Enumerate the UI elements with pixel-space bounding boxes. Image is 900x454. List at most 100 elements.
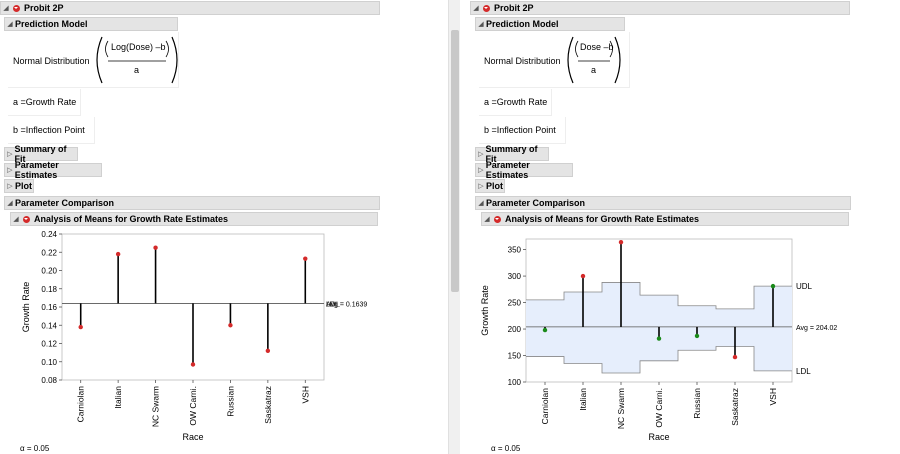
anom-header[interactable]: ◢ Analysis of Means for Growth Rate Esti… (10, 212, 378, 226)
red-menu-icon[interactable] (21, 214, 31, 224)
vertical-scrollbar[interactable] (448, 0, 461, 454)
y-tick-label: 300 (508, 272, 522, 281)
section-label: Parameter Comparison (486, 198, 586, 208)
red-menu-icon[interactable] (492, 214, 502, 224)
x-tick-label: Italian (578, 388, 588, 411)
section-label: Plot (15, 181, 32, 191)
collapse-triangle-icon[interactable]: ◢ (7, 21, 13, 28)
y-tick-label: 0.14 (41, 321, 57, 330)
point-nc-swarm (618, 239, 624, 245)
point-ow-carni- (656, 336, 662, 341)
y-tick-label: 0.22 (41, 248, 57, 257)
udl-label: UDL (796, 282, 813, 291)
formula-graphic (96, 36, 178, 84)
udl-label: UDL (326, 301, 340, 308)
b-definition: b =Inflection Point (484, 125, 556, 135)
b-definition: b =Inflection Point (13, 125, 85, 135)
scrollbar-thumb[interactable] (451, 30, 459, 292)
a-definition: a =Growth Rate (13, 97, 77, 107)
expand-triangle-icon[interactable]: ▷ (478, 183, 484, 190)
avg-label: Avg = 0.1639 (326, 301, 367, 308)
ldl-line (526, 346, 792, 374)
expand-triangle-icon[interactable]: ▷ (478, 151, 484, 158)
ldl-label: LDL (796, 367, 811, 376)
avg-label: Avg = 204.02 (796, 325, 837, 332)
y-tick-label: 0.10 (41, 358, 57, 367)
collapse-triangle-icon[interactable]: ◢ (484, 216, 490, 223)
right-report-pane: ◢ Probit 2P ◢ Prediction Model Normal Di… (460, 0, 900, 454)
y-tick-label: 0.12 (41, 340, 57, 349)
x-tick-label: Russian (692, 388, 702, 419)
b-definition-box: b =Inflection Point (8, 117, 95, 144)
collapse-triangle-icon[interactable]: ◢ (478, 200, 484, 207)
parameter-estimates-header[interactable]: ▷ Parameter Estimates (475, 160, 573, 180)
report-title-bar[interactable]: ◢ Probit 2P (470, 1, 850, 15)
plot-header[interactable]: ▷ Plot (4, 179, 34, 193)
y-tick-label: 0.24 (41, 230, 57, 239)
y-axis-title: Growth Rate (480, 285, 490, 336)
parameter-estimates-header[interactable]: ▷ Parameter Estimates (4, 160, 102, 180)
formula-denominator: a (134, 65, 140, 75)
x-tick-label: Russian (225, 386, 235, 417)
section-label: Plot (486, 181, 503, 191)
udl-line (526, 282, 792, 310)
section-label: Prediction Model (486, 19, 559, 29)
b-definition-box: b =Inflection Point (479, 117, 566, 144)
y-tick-label: 0.20 (41, 267, 57, 276)
point-carniolan (78, 324, 83, 330)
summary-of-fit-header[interactable]: ▷ Summary of Fit (475, 144, 549, 164)
x-axis-title: Race (648, 432, 669, 442)
red-menu-icon[interactable] (481, 3, 491, 13)
prediction-model-header[interactable]: ◢ Prediction Model (475, 17, 625, 31)
point-russian (228, 323, 233, 328)
report-title: Probit 2P (24, 3, 64, 13)
expand-triangle-icon[interactable]: ▷ (478, 167, 484, 174)
x-tick-label: Carniolan (76, 386, 86, 423)
prediction-model-header[interactable]: ◢ Prediction Model (4, 17, 178, 31)
report-title-bar[interactable]: ◢ Probit 2P (0, 1, 380, 15)
collapse-triangle-icon[interactable]: ◢ (13, 216, 19, 223)
point-saskatraz (732, 354, 738, 360)
y-tick-label: 100 (508, 378, 522, 387)
a-definition: a =Growth Rate (484, 97, 548, 107)
parameter-comparison-header[interactable]: ◢ Parameter Comparison (475, 196, 851, 210)
expand-triangle-icon[interactable]: ▷ (7, 151, 13, 158)
a-definition-box: a =Growth Rate (479, 89, 552, 116)
summary-of-fit-header[interactable]: ▷ Summary of Fit (4, 144, 78, 164)
red-menu-icon[interactable] (11, 3, 21, 13)
y-tick-label: 150 (508, 352, 522, 361)
distribution-label: Normal Distribution (484, 56, 561, 66)
y-tick-label: 200 (508, 325, 522, 334)
x-tick-label: VSH (768, 388, 778, 405)
collapse-triangle-icon[interactable]: ◢ (473, 5, 479, 12)
point-ow-carni- (190, 362, 196, 367)
anom-header[interactable]: ◢ Analysis of Means for Growth Rate Esti… (481, 212, 849, 226)
collapse-triangle-icon[interactable]: ◢ (3, 5, 9, 12)
distribution-label: Normal Distribution (13, 56, 90, 66)
formula-denominator: a (591, 65, 597, 75)
x-tick-label: OW Carni. (654, 388, 664, 428)
section-label: Parameter Comparison (15, 198, 115, 208)
collapse-triangle-icon[interactable]: ◢ (478, 21, 484, 28)
collapse-triangle-icon[interactable]: ◢ (7, 200, 13, 207)
plot-header[interactable]: ▷ Plot (475, 179, 505, 193)
parameter-comparison-header[interactable]: ◢ Parameter Comparison (4, 196, 380, 210)
x-tick-label: OW Carni. (188, 386, 198, 426)
formula-graphic (567, 36, 621, 84)
point-nc-swarm (153, 245, 158, 250)
x-tick-label: VSH (300, 386, 310, 403)
point-vsh (303, 256, 308, 261)
expand-triangle-icon[interactable]: ▷ (7, 167, 13, 174)
point-italian (115, 251, 121, 257)
expand-triangle-icon[interactable]: ▷ (7, 183, 13, 190)
anom-chart-right: UDL LDL Avg = 204.02 100 150 200 250 300 350 Carn… (480, 238, 837, 442)
x-tick-label: Italian (113, 386, 123, 409)
section-label: Parameter Estimates (485, 160, 530, 180)
model-formula-box: Normal Distribution Dose –b a (479, 32, 630, 88)
section-label: Prediction Model (15, 19, 88, 29)
y-tick-label: 250 (508, 299, 522, 308)
x-tick-label: NC Swarm (151, 386, 161, 427)
y-tick-label: 0.08 (41, 376, 57, 385)
ldl-label: LDL (326, 301, 339, 308)
